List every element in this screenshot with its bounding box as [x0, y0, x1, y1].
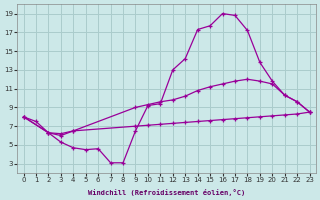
X-axis label: Windchill (Refroidissement éolien,°C): Windchill (Refroidissement éolien,°C) — [88, 189, 245, 196]
